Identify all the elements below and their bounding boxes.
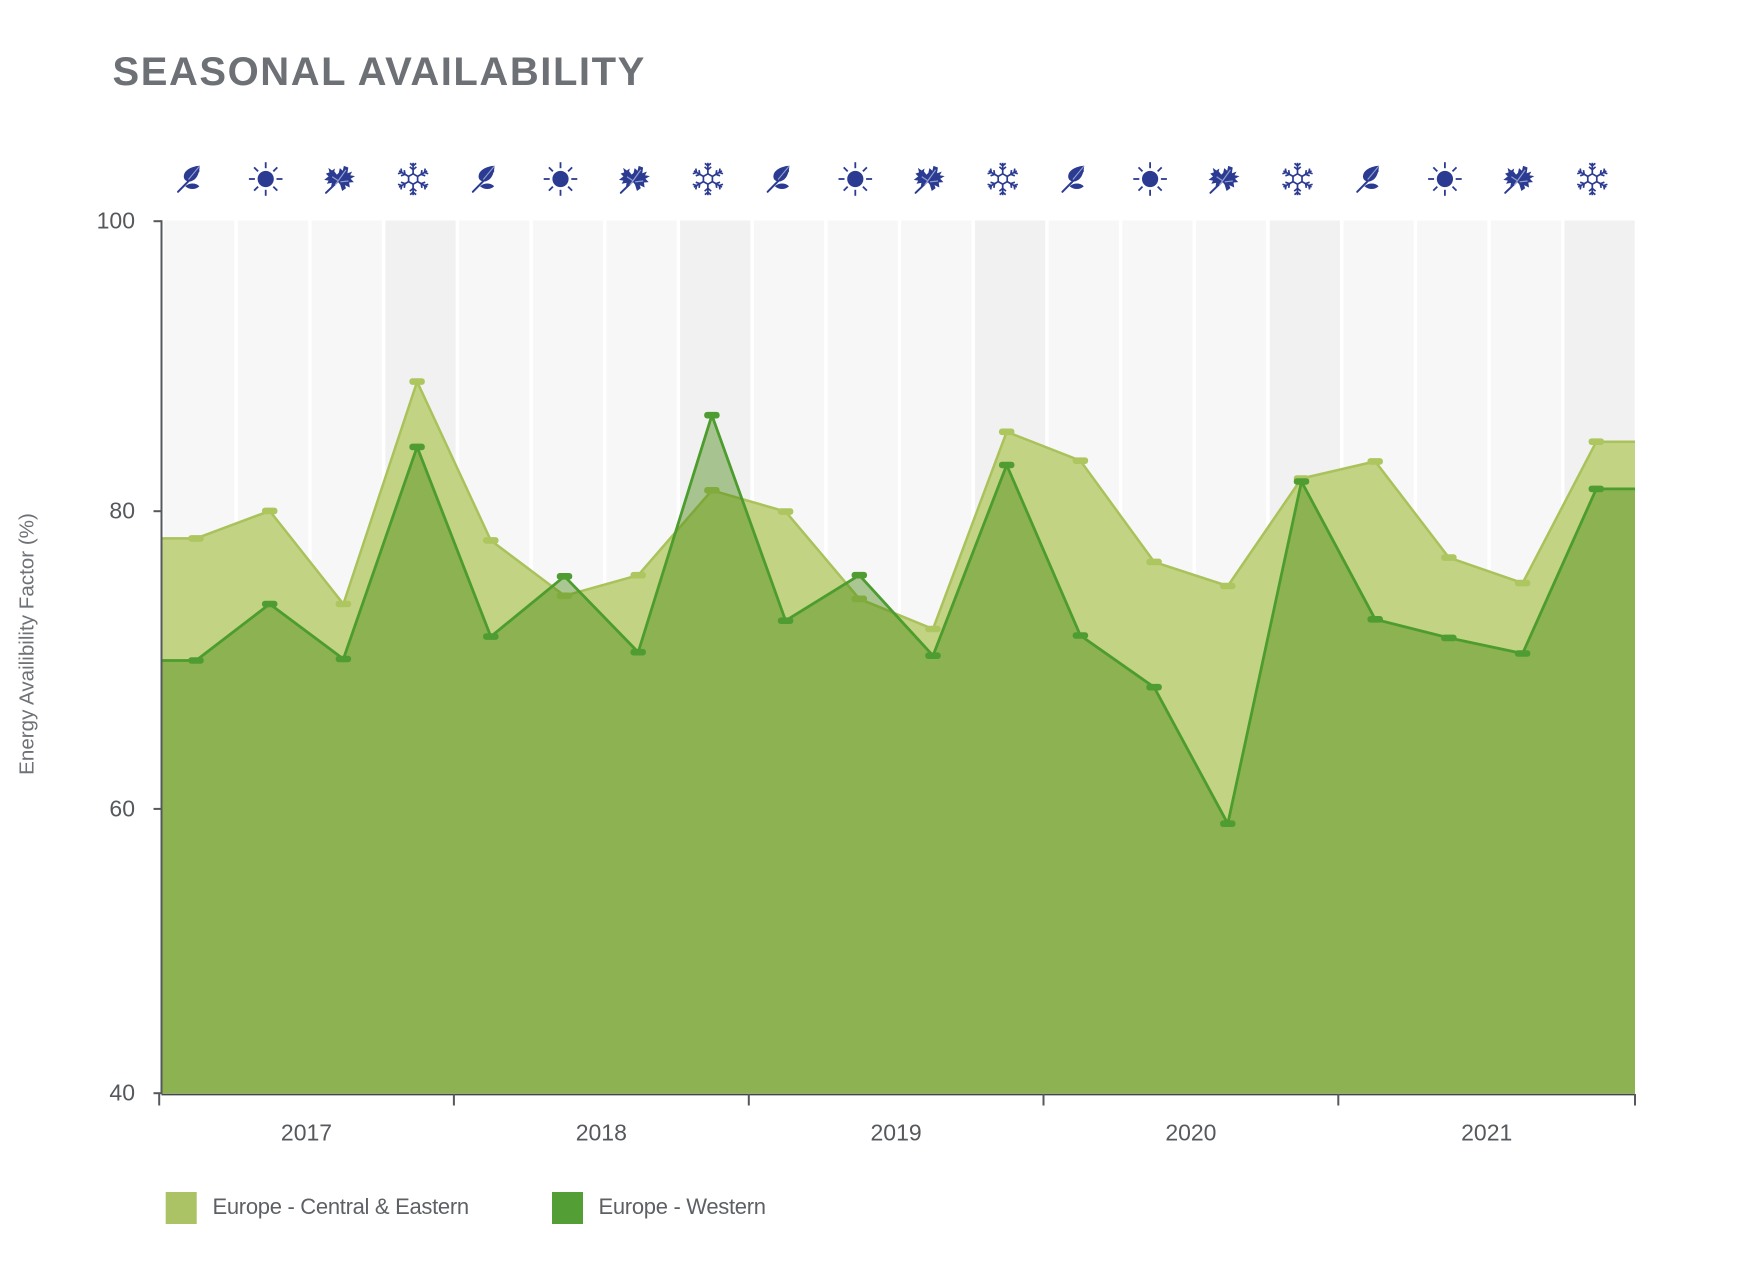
svg-text:Europe - Central & Eastern: Europe - Central & Eastern	[213, 1194, 469, 1219]
svg-text:SEASONAL AVAILABILITY: SEASONAL AVAILABILITY	[113, 50, 646, 94]
svg-text:Energy Availibility Factor (%): Energy Availibility Factor (%)	[16, 513, 39, 775]
svg-text:2018: 2018	[576, 1120, 627, 1146]
svg-text:2020: 2020	[1165, 1120, 1216, 1146]
svg-text:2017: 2017	[281, 1120, 332, 1146]
svg-text:Europe - Western: Europe - Western	[599, 1194, 766, 1219]
svg-text:40: 40	[109, 1080, 135, 1106]
svg-text:100: 100	[97, 208, 135, 234]
svg-text:80: 80	[109, 498, 135, 524]
svg-text:2019: 2019	[871, 1120, 922, 1146]
svg-text:2021: 2021	[1461, 1120, 1512, 1146]
svg-text:60: 60	[109, 795, 135, 821]
